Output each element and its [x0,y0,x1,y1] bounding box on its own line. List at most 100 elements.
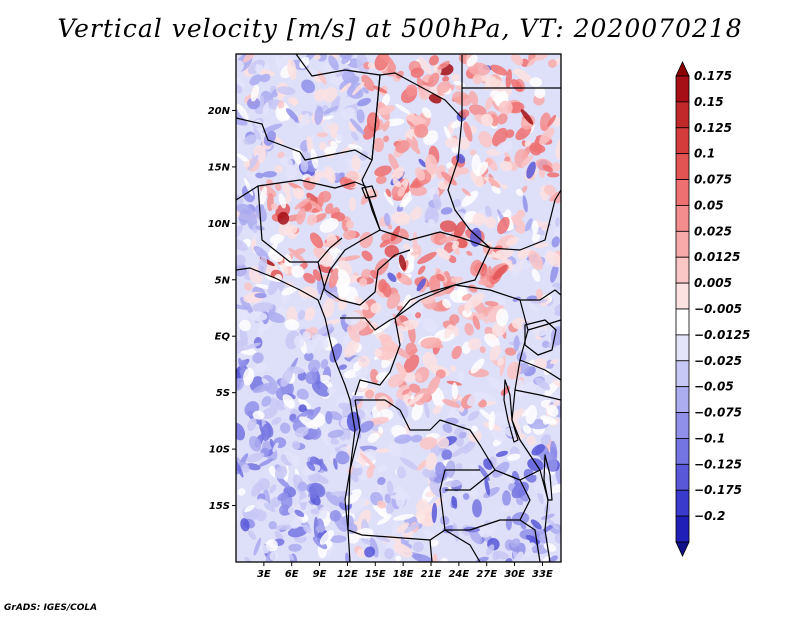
field-cell [299,56,310,69]
border-algeria-niger [295,54,381,77]
border-congo [340,317,401,396]
field-cell [323,146,336,155]
field-cell [250,84,260,102]
field-cell [284,319,300,331]
field-cell [455,238,468,249]
field-cell [323,87,338,103]
field-cell [436,248,451,260]
field-cell [243,177,254,196]
field-cell [322,115,334,120]
field-cell [274,165,283,173]
field-cell [548,59,557,68]
field-cell [497,216,510,235]
field-cell [375,535,391,543]
colorbar-swatch [675,101,690,129]
field-cell [243,134,257,145]
lon-tick-label: 6E [285,569,299,580]
field-cell [414,124,429,138]
field-cell [515,188,524,196]
colorbar-swatch [675,127,690,155]
field-cell [495,308,509,327]
field-cell [472,212,486,226]
lon-tick-label: 3E [257,569,271,580]
plot-title: Vertical velocity [m/s] at 500hPa, VT: 2… [57,14,743,43]
field-cell [314,106,324,126]
field-cell [252,410,265,420]
field-cell [405,115,427,124]
field-cell [278,193,287,209]
field-cell [361,250,373,262]
colorbar-swatch [675,412,690,439]
colorbar-label: −0.2 [694,509,725,523]
field-cell [374,165,392,177]
field-cell [398,325,408,332]
field-cell [347,532,359,544]
field-cell [356,528,374,539]
lake-malawi [543,454,553,501]
field-cell [394,434,412,444]
field-cell [324,166,336,184]
field-cell [418,84,431,101]
field-cell [412,231,418,251]
field-cell [497,357,505,367]
field-cell [467,337,482,351]
lon-tick-label: 15E [365,569,386,580]
field-cell [247,154,259,171]
field-cell [370,368,379,384]
field-cell [287,366,305,374]
field-cell [408,185,428,197]
colorbar-swatch [675,360,690,388]
field-cell [274,54,282,71]
field-cell [549,483,561,494]
field-cell [329,510,341,522]
field-cell [370,269,379,280]
field-cell [526,435,536,446]
field-cell [291,440,301,450]
field-cell [492,550,509,560]
field-cell [314,54,321,60]
lon-tick-label: 12E [337,569,358,580]
field-cell [309,175,321,184]
field-cell [364,546,376,558]
lat-tick-label: 15S [209,501,230,512]
field-cell [279,504,291,516]
field-cell [555,466,561,489]
field-cell [348,329,361,343]
map-frame [235,53,562,563]
field-cell [236,304,250,310]
field-cell [471,154,482,175]
field-cell [505,515,512,531]
field-cell [410,250,420,256]
field-cell [461,190,479,207]
field-cell [452,198,462,208]
field-cell [306,135,313,152]
field-cell [338,364,348,370]
field-cell [532,525,548,544]
field-cell [500,505,513,512]
field-cell [419,436,438,450]
field-cell [440,207,453,215]
field-cell [518,259,532,270]
field-cell [547,172,560,178]
colorbar-swatch [675,334,690,362]
field-cell [252,302,274,313]
field-cell [451,444,470,458]
lon-tick-label: 18E [393,569,414,580]
field-cell [393,513,415,521]
field-cell [255,63,260,74]
field-cell [254,292,267,299]
field-cell [299,416,319,430]
field-cell [506,453,521,461]
field-cell [511,481,529,499]
field-cell [397,186,406,197]
field-cell [288,247,306,263]
field-cell [259,545,270,554]
field-cell [297,309,306,321]
colorbar-label: 0.025 [694,224,732,238]
field-cell [298,404,307,413]
field-cell [294,509,305,518]
field-cell [310,148,319,169]
field-cell [261,406,278,419]
field-cell [285,166,298,180]
field-cell [375,371,391,382]
